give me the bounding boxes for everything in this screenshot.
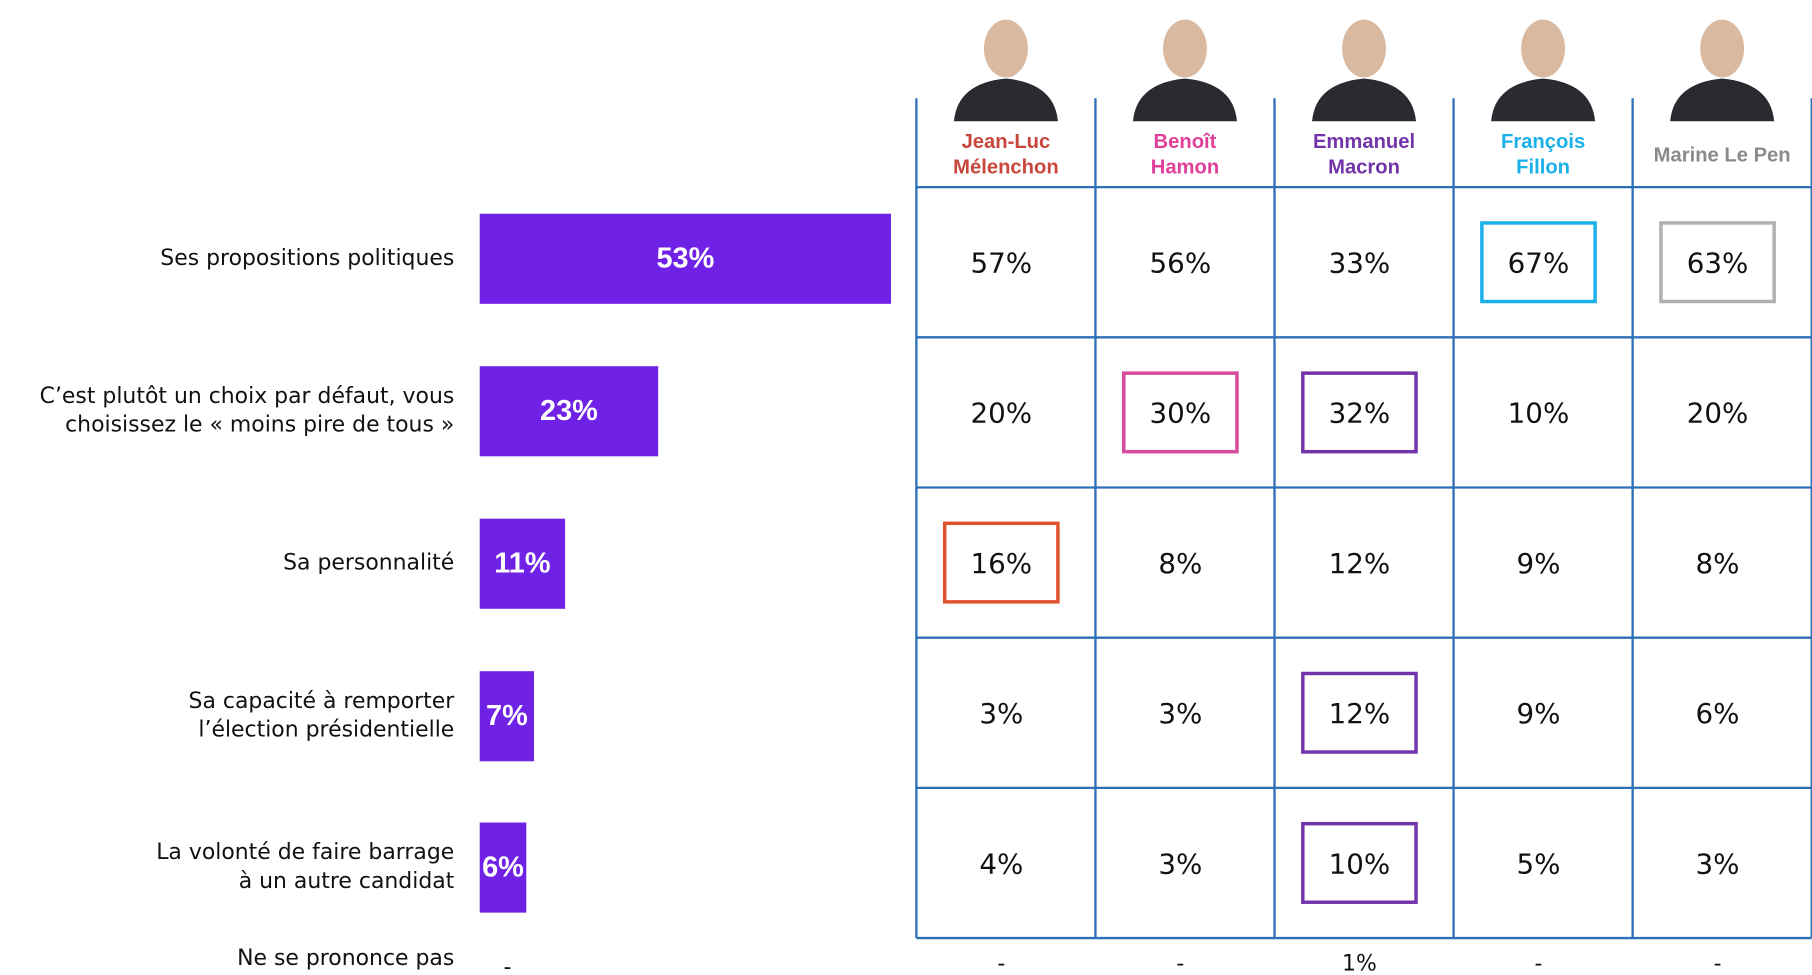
category-label: Ses propositions politiques bbox=[160, 246, 454, 271]
value-label: 6% bbox=[482, 851, 524, 883]
table-cell: 57% bbox=[971, 247, 1033, 280]
photo-head bbox=[984, 20, 1028, 78]
table-cell: 20% bbox=[1687, 397, 1749, 430]
table-cell: 10% bbox=[1329, 847, 1391, 880]
photo-body bbox=[954, 79, 1058, 122]
table-cell: - bbox=[997, 952, 1005, 975]
photo-head bbox=[1700, 20, 1744, 78]
table-cell: - bbox=[1714, 952, 1722, 975]
candidate-photo bbox=[1133, 20, 1237, 122]
category-label: Sa personnalité bbox=[283, 551, 454, 576]
value-label: 23% bbox=[540, 395, 598, 427]
table-cell: 67% bbox=[1508, 247, 1570, 280]
table-cell: 4% bbox=[979, 847, 1023, 880]
photo-body bbox=[1491, 79, 1595, 122]
table-cell: 16% bbox=[971, 547, 1033, 580]
value-label: 7% bbox=[486, 700, 528, 732]
photo-body bbox=[1312, 79, 1416, 122]
table-cell: 3% bbox=[1158, 697, 1202, 730]
table-cell: 30% bbox=[1150, 397, 1212, 430]
photo-head bbox=[1521, 20, 1565, 78]
table-cell: 32% bbox=[1329, 397, 1391, 430]
table-cell: 12% bbox=[1329, 547, 1391, 580]
table-cell: 10% bbox=[1508, 397, 1570, 430]
table-cell: 5% bbox=[1516, 847, 1560, 880]
table-cell: 3% bbox=[1696, 847, 1740, 880]
photo-body bbox=[1670, 79, 1774, 122]
photo-head bbox=[1342, 20, 1386, 78]
table-cell: 63% bbox=[1687, 247, 1749, 280]
column-header: Marine Le Pen bbox=[1654, 144, 1791, 166]
value-label: 53% bbox=[656, 243, 714, 275]
table-cell: 6% bbox=[1696, 697, 1740, 730]
table-cell: 8% bbox=[1696, 547, 1740, 580]
table-cell: 8% bbox=[1158, 547, 1202, 580]
candidate-photo bbox=[1312, 20, 1416, 122]
table-cell: 33% bbox=[1329, 247, 1391, 280]
table-cell: 20% bbox=[971, 397, 1033, 430]
candidate-photo bbox=[954, 20, 1058, 122]
candidate-photo bbox=[1491, 20, 1595, 122]
table-cell: 56% bbox=[1150, 247, 1212, 280]
photo-head bbox=[1163, 20, 1207, 78]
table-cell: 12% bbox=[1329, 697, 1391, 730]
chart: Ses propositions politiques 53% C’est plut… bbox=[0, 0, 1812, 975]
table-cell: 1% bbox=[1342, 952, 1377, 975]
table-cell: 3% bbox=[979, 697, 1023, 730]
value-label: - bbox=[503, 955, 511, 975]
table-cell: 9% bbox=[1516, 697, 1560, 730]
table-cell: 9% bbox=[1516, 547, 1560, 580]
candidate-photo bbox=[1670, 20, 1774, 122]
photo-body bbox=[1133, 79, 1237, 122]
value-label: 11% bbox=[494, 548, 550, 580]
category-label: Ne se prononce pas bbox=[237, 946, 454, 971]
table-cell: - bbox=[1535, 952, 1543, 975]
table-cell: 3% bbox=[1158, 847, 1202, 880]
table-cell: - bbox=[1176, 952, 1184, 975]
